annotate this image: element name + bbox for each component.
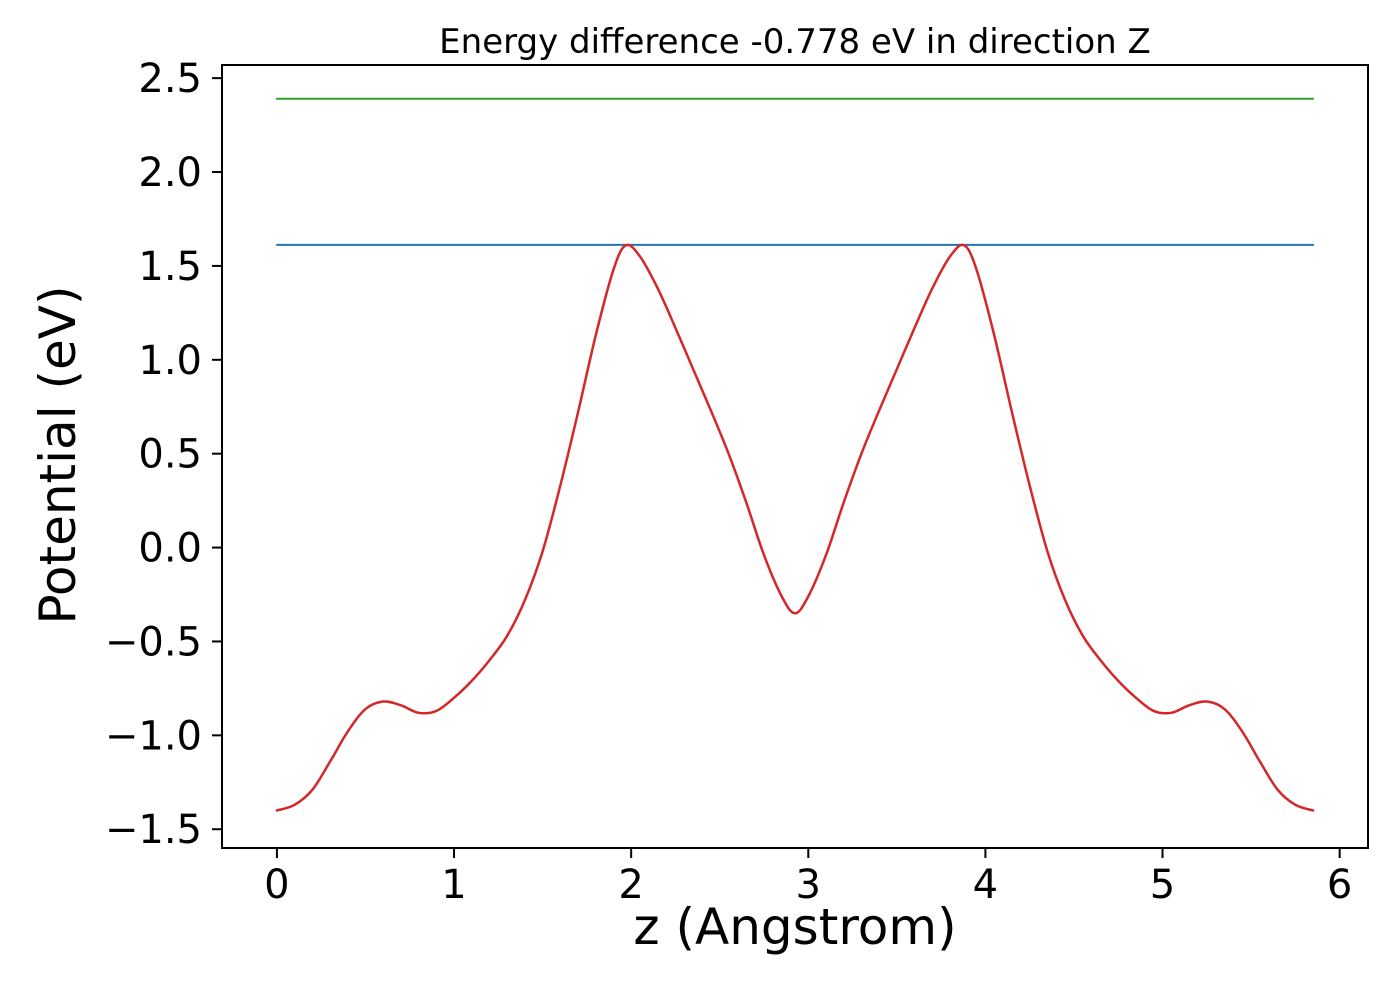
x-tick-label: 2 (618, 862, 643, 908)
y-axis-label: Potential (eV) (29, 285, 87, 625)
chart-title: Energy difference -0.778 eV in direction… (439, 22, 1151, 62)
x-tick-label: 3 (796, 862, 821, 908)
x-axis-label: z (Angstrom) (633, 898, 957, 956)
x-tick-label: 1 (441, 862, 466, 908)
x-tick-label: 4 (973, 862, 998, 908)
x-tick-label: 6 (1327, 862, 1352, 908)
x-tick-label: 5 (1150, 862, 1175, 908)
x-tick-label: 0 (264, 862, 289, 908)
y-tick-label: 2.5 (138, 56, 202, 102)
plot-spines (221, 64, 1369, 849)
y-tick-label: −0.5 (105, 619, 202, 665)
y-tick-label: 0.5 (138, 432, 202, 478)
y-tick-label: −1.5 (105, 807, 202, 853)
y-tick-label: 2.0 (138, 150, 202, 196)
y-tick-label: 1.5 (138, 244, 202, 290)
y-tick-label: 0.0 (138, 526, 202, 572)
series-potential-curve (275, 243, 1315, 812)
y-tick-label: −1.0 (105, 713, 202, 759)
y-tick-label: 1.0 (138, 338, 202, 384)
